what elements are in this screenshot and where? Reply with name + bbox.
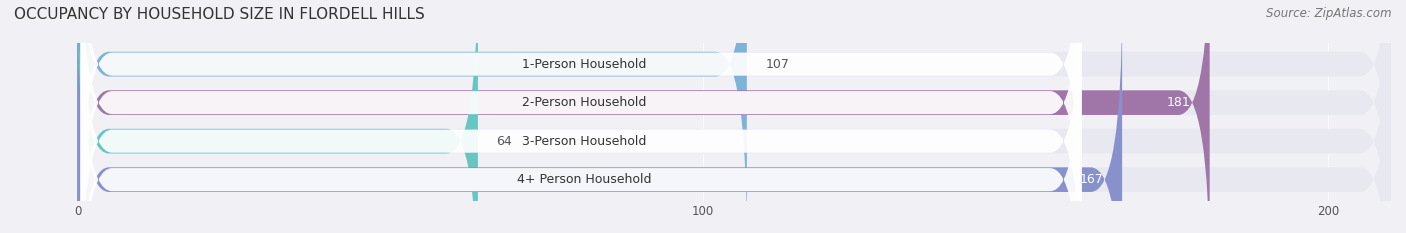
Text: 107: 107 [765, 58, 789, 71]
Text: 181: 181 [1167, 96, 1191, 109]
FancyBboxPatch shape [77, 0, 1122, 233]
FancyBboxPatch shape [77, 0, 1391, 233]
Text: Source: ZipAtlas.com: Source: ZipAtlas.com [1267, 7, 1392, 20]
FancyBboxPatch shape [77, 0, 747, 233]
FancyBboxPatch shape [80, 0, 1081, 233]
FancyBboxPatch shape [77, 0, 1391, 233]
FancyBboxPatch shape [77, 0, 1391, 233]
FancyBboxPatch shape [80, 0, 1081, 233]
FancyBboxPatch shape [77, 0, 1209, 233]
Text: 3-Person Household: 3-Person Household [522, 135, 647, 148]
Text: 2-Person Household: 2-Person Household [522, 96, 647, 109]
Text: 1-Person Household: 1-Person Household [522, 58, 647, 71]
Text: 4+ Person Household: 4+ Person Household [517, 173, 651, 186]
Text: 64: 64 [496, 135, 512, 148]
FancyBboxPatch shape [80, 0, 1081, 233]
FancyBboxPatch shape [80, 0, 1081, 233]
FancyBboxPatch shape [77, 0, 478, 233]
Text: 167: 167 [1080, 173, 1104, 186]
Text: OCCUPANCY BY HOUSEHOLD SIZE IN FLORDELL HILLS: OCCUPANCY BY HOUSEHOLD SIZE IN FLORDELL … [14, 7, 425, 22]
FancyBboxPatch shape [77, 0, 1391, 233]
